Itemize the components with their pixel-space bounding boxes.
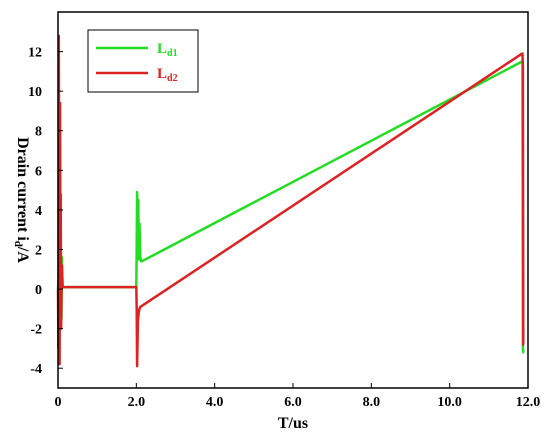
- y-tick-label: 2: [35, 243, 42, 258]
- legend-label-ld1: Ld1: [157, 41, 178, 59]
- y-axis-label-unit: /A: [14, 246, 31, 263]
- x-axis-label: T/us: [278, 415, 308, 432]
- legend-box: [87, 29, 199, 93]
- x-tick-label: 0: [55, 395, 62, 410]
- x-tick-label: 8.0: [363, 395, 381, 410]
- legend-label-ld1-main: L: [157, 41, 167, 57]
- y-tick-label: 6: [35, 164, 42, 179]
- x-tick-label: 12.0: [516, 395, 541, 410]
- x-tick-label: 10.0: [437, 395, 462, 410]
- y-tick-label: 10: [28, 85, 42, 100]
- legend-label-ld2-main: L: [157, 66, 167, 82]
- y-tick-label: 8: [35, 125, 42, 140]
- plot-content: [56, 34, 525, 368]
- y-axis-label: Drain current id/A: [12, 137, 31, 263]
- x-tick-label: 6.0: [284, 395, 302, 410]
- y-axis-ticks: -4 -2 0 2 4 6 8 10 12: [28, 46, 63, 377]
- legend-label-ld2: Ld2: [157, 66, 178, 84]
- x-tick-label: 2.0: [128, 395, 146, 410]
- y-tick-label: 0: [35, 283, 42, 298]
- y-tick-label: -4: [30, 362, 42, 377]
- series-line-ld2: [56, 34, 525, 368]
- y-tick-label: 12: [28, 46, 42, 61]
- y-axis-label-subscript: d: [12, 241, 24, 247]
- x-tick-label: 4.0: [206, 395, 224, 410]
- legend-label-ld1-sub: d1: [167, 48, 178, 59]
- legend: Ld1 Ld2: [87, 29, 199, 93]
- legend-label-ld2-sub: d2: [167, 73, 178, 84]
- y-axis-label-main: Drain current i: [14, 137, 31, 241]
- y-tick-label: -2: [30, 323, 42, 338]
- y-tick-label: 4: [35, 204, 42, 219]
- x-axis-ticks: 0 2.0 4.0 6.0 8.0 10.0 12.0: [55, 383, 541, 410]
